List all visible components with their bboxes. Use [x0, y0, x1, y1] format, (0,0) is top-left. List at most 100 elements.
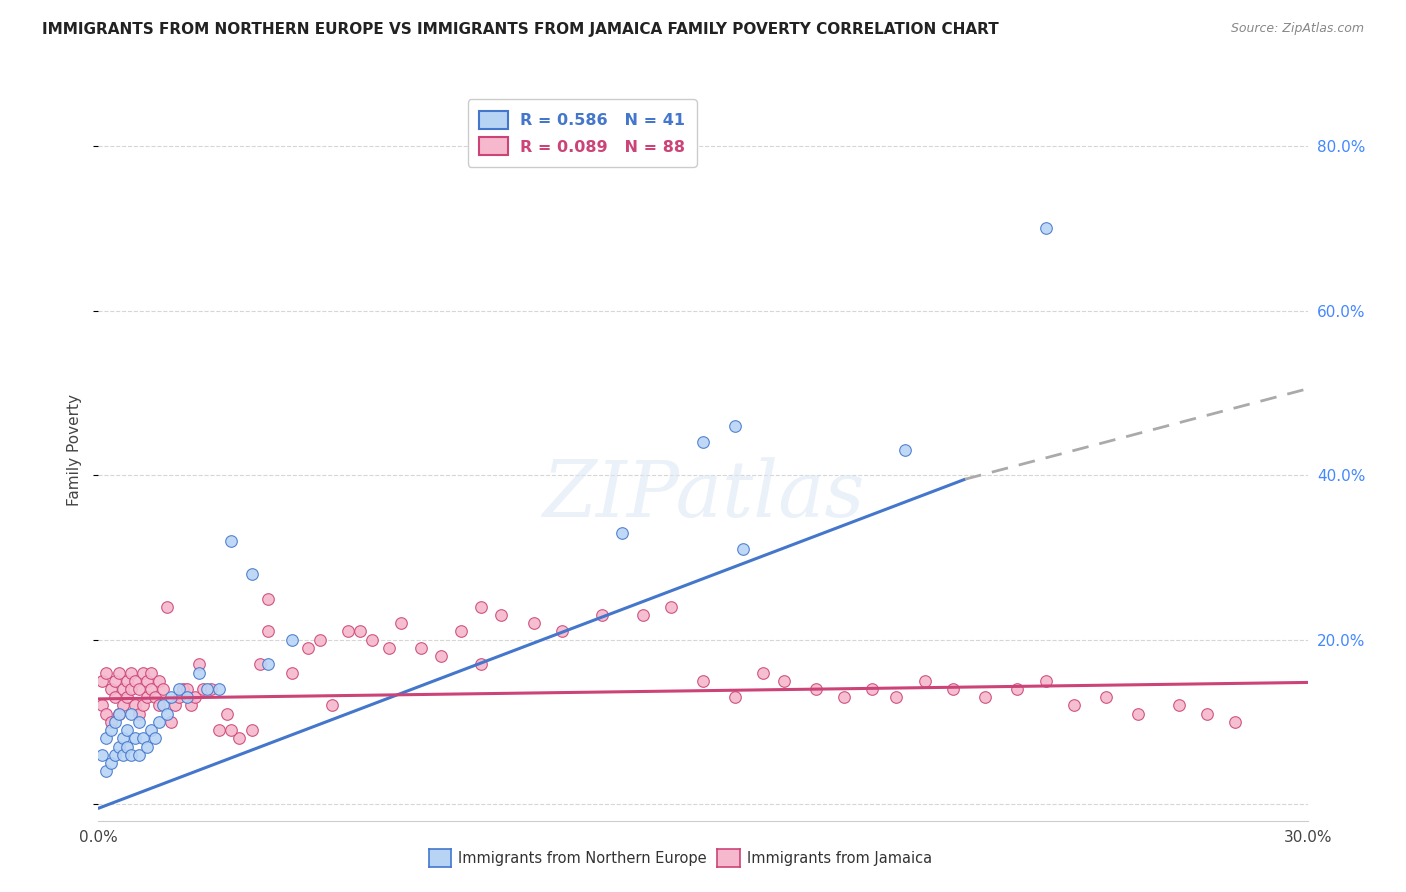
Point	[124, 673, 146, 688]
Point	[115, 739, 138, 754]
Point	[389, 616, 412, 631]
Point	[942, 681, 965, 696]
Point	[139, 723, 162, 738]
Point	[470, 599, 492, 614]
Point	[832, 690, 855, 705]
Point	[143, 690, 166, 705]
Point	[120, 681, 142, 696]
Point	[120, 706, 142, 721]
Point	[724, 690, 747, 705]
Point	[193, 681, 215, 696]
Point	[152, 681, 174, 696]
Point	[115, 723, 138, 738]
Point	[124, 698, 146, 713]
Point	[107, 706, 129, 721]
Point	[1063, 698, 1085, 713]
Point	[281, 665, 304, 680]
Point	[103, 714, 125, 729]
Point	[188, 665, 211, 680]
Text: ZIPatlas: ZIPatlas	[541, 457, 865, 533]
Point	[103, 673, 125, 688]
Point	[107, 665, 129, 680]
Point	[139, 681, 162, 696]
Point	[450, 624, 472, 639]
Point	[176, 681, 198, 696]
Point	[103, 747, 125, 762]
Point	[361, 632, 384, 647]
Point	[100, 714, 122, 729]
Point	[1223, 714, 1246, 729]
Point	[96, 764, 118, 779]
Point	[249, 657, 271, 672]
Point	[974, 690, 997, 705]
Point	[349, 624, 371, 639]
Point	[111, 731, 134, 746]
Point	[217, 706, 239, 721]
Point	[160, 714, 183, 729]
Legend: R = 0.586   N = 41, R = 0.089   N = 88: R = 0.586 N = 41, R = 0.089 N = 88	[468, 99, 696, 167]
Point	[221, 723, 243, 738]
Point	[297, 640, 319, 655]
Point	[491, 607, 513, 622]
Point	[195, 681, 218, 696]
Point	[1095, 690, 1118, 705]
Point	[91, 747, 114, 762]
Point	[167, 681, 190, 696]
Point	[430, 649, 453, 664]
Point	[914, 673, 936, 688]
Point	[135, 690, 157, 705]
Point	[337, 624, 360, 639]
Point	[91, 673, 114, 688]
Point	[111, 681, 134, 696]
Point	[111, 747, 134, 762]
Point	[100, 723, 122, 738]
Point	[156, 706, 179, 721]
Point	[692, 435, 714, 450]
Point	[724, 418, 747, 433]
Point	[167, 690, 190, 705]
Point	[96, 731, 118, 746]
Point	[1035, 221, 1057, 235]
Point	[612, 525, 634, 540]
Point	[772, 673, 794, 688]
Point	[148, 714, 170, 729]
Point	[409, 640, 432, 655]
Point	[893, 443, 915, 458]
Point	[124, 731, 146, 746]
Point	[135, 673, 157, 688]
Point	[256, 624, 278, 639]
Point	[103, 690, 125, 705]
Point	[523, 616, 546, 631]
Point	[659, 599, 682, 614]
Point	[180, 698, 202, 713]
Point	[886, 690, 908, 705]
Point	[128, 747, 150, 762]
Point	[1195, 706, 1218, 721]
Point	[1167, 698, 1189, 713]
Point	[96, 665, 118, 680]
Point	[1035, 673, 1057, 688]
Y-axis label: Family Poverty: Family Poverty	[67, 394, 83, 507]
Point	[184, 690, 207, 705]
Point	[132, 698, 155, 713]
Point	[172, 681, 194, 696]
Point	[148, 673, 170, 688]
Point	[148, 698, 170, 713]
Point	[804, 681, 827, 696]
Point	[860, 681, 883, 696]
Point	[256, 657, 278, 672]
Point	[128, 706, 150, 721]
Point	[692, 673, 714, 688]
Point	[208, 723, 231, 738]
Point	[240, 723, 263, 738]
Point	[631, 607, 654, 622]
Point	[470, 657, 492, 672]
Point	[128, 681, 150, 696]
Point	[752, 665, 775, 680]
Point	[221, 533, 243, 548]
Point	[132, 665, 155, 680]
Point	[91, 698, 114, 713]
Point	[115, 673, 138, 688]
Point	[156, 599, 179, 614]
Point	[120, 665, 142, 680]
